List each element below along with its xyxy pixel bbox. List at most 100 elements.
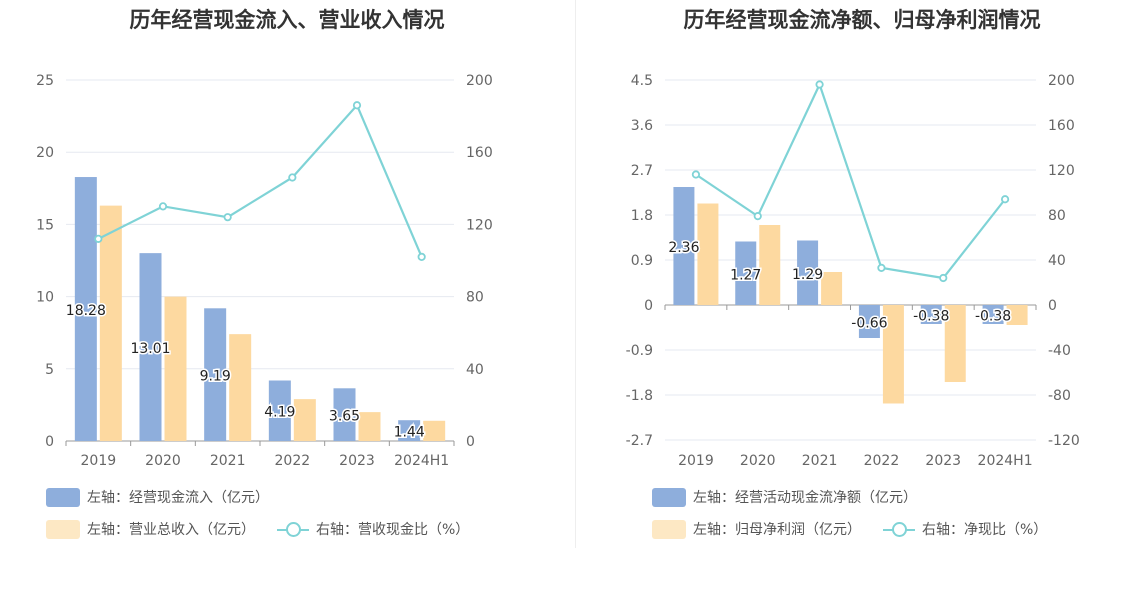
bar-orange	[164, 296, 187, 441]
right-axis-tick-label: 200	[466, 73, 493, 89]
right-axis-tick-label: 160	[1048, 118, 1075, 134]
legend-item-series-2[interactable]: 右轴：营收现金比（%）	[277, 519, 469, 539]
chart-title: 历年经营现金流净额、归母净利润情况	[683, 8, 1041, 32]
left-axis-tick-label: 2.7	[631, 163, 653, 179]
bar-orange	[821, 272, 843, 305]
ratio-line-point	[939, 273, 948, 283]
bar-data-label: -0.38	[913, 309, 949, 325]
legend-label: 左轴：经营现金流入（亿元）	[87, 490, 269, 506]
ratio-line	[97, 103, 423, 258]
left-axis-tick-label: 20	[36, 145, 54, 161]
right-axis-tick-label: -80	[1048, 388, 1071, 404]
chart-panel-cashflow-revenue: 历年经营现金流入、营业收入情况 25 200 20 160 15 120 10 80 5 40 0 0…	[0, 0, 574, 560]
ratio-line-point	[158, 202, 168, 211]
bar-blue	[797, 240, 819, 305]
bar-data-label: 4.19	[264, 405, 295, 421]
legend-swatch-orange	[46, 519, 80, 539]
bar-blue	[268, 380, 291, 441]
left-axis-tick-label: 0.9	[631, 253, 653, 269]
chart-title: 历年经营现金流入、营业收入情况	[129, 8, 445, 32]
chart-plot-area: 25 200 20 160 15 120 10 80 5 40 0 0 2019 2020 2021 2022…	[36, 73, 493, 469]
x-axis-tick-label: 2019	[81, 453, 117, 469]
ratio-line-point	[691, 170, 701, 179]
chart-panel-netcash-profit: 历年经营现金流净额、归母净利润情况 4.5 200 3.6 160 2.7 120 1.8 8…	[576, 0, 1148, 560]
legend-row-2: 左轴：营业总收入（亿元） 右轴：营收现金比（%）	[46, 519, 469, 539]
legend-label: 左轴：经营活动现金流净额（亿元）	[693, 490, 917, 506]
left-axis-tick-label: -1.8	[626, 388, 653, 404]
legend-label: 右轴：营收现金比（%）	[316, 522, 470, 538]
left-axis-tick-label: 3.6	[631, 118, 653, 134]
bar-blue	[858, 305, 880, 338]
bar-orange	[1006, 305, 1028, 325]
bar-blue	[74, 177, 97, 441]
x-axis-tick-label: 2019	[678, 453, 714, 469]
right-axis-tick-label: 120	[466, 217, 493, 233]
x-axis-tick-label: 2024H1	[394, 453, 449, 469]
x-axis-tick-label: 2024H1	[978, 453, 1033, 469]
ratio-line-point	[352, 101, 362, 110]
bar-blue	[204, 308, 227, 441]
bar-data-label: 1.29	[792, 267, 823, 283]
ratio-line-point	[815, 80, 824, 89]
legend-item-series-1[interactable]: 左轴：营业总收入（亿元）	[46, 519, 255, 539]
bar-data-label: 2.36	[668, 240, 699, 256]
bar-blue	[982, 305, 1004, 324]
bar-orange	[882, 305, 904, 404]
right-axis-tick-label: -120	[1048, 433, 1080, 449]
left-axis-tick-label: 0	[45, 434, 54, 450]
bar-data-label: 1.44	[394, 425, 425, 441]
legend-label: 左轴：归母净利润（亿元）	[693, 522, 861, 538]
legend-line-marker-icon	[277, 520, 309, 539]
right-axis-tick-label: 160	[466, 145, 493, 161]
bar-orange	[697, 203, 719, 305]
bar-data-label: 1.27	[730, 267, 761, 283]
right-axis-tick-label: 40	[1048, 253, 1066, 269]
bar-data-label: -0.38	[975, 309, 1011, 325]
bar-data-label: 9.19	[200, 369, 231, 385]
ratio-line	[695, 81, 1006, 280]
legend-label: 右轴：净现比（%）	[922, 522, 1048, 538]
ratio-line-point	[288, 173, 297, 182]
bar-orange	[229, 334, 252, 441]
left-axis-tick-label: 5	[45, 362, 54, 378]
bar-blue	[398, 420, 421, 441]
left-axis-tick-label: 10	[36, 290, 54, 306]
legend-item-series-0[interactable]: 左轴：经营现金流入（亿元）	[46, 487, 269, 507]
legend-line-marker-icon	[883, 520, 915, 539]
bar-orange	[759, 225, 781, 305]
bar-orange	[423, 420, 446, 441]
right-axis-tick-label: 120	[1048, 163, 1075, 179]
legend-label: 左轴：营业总收入（亿元）	[87, 522, 255, 538]
chart-plot-area: 4.5 200 3.6 160 2.7 120 1.8 80 0.9 40 0 0 -0.9 -40 -1.…	[626, 73, 1080, 469]
legend-item-series-2[interactable]: 右轴：净现比（%）	[883, 519, 1047, 539]
bar-orange	[944, 305, 966, 382]
legend-swatch-blue	[46, 487, 80, 507]
left-axis-tick-label: -0.9	[626, 343, 653, 359]
right-axis-tick-label: -40	[1048, 343, 1071, 359]
legend-item-series-0[interactable]: 左轴：经营活动现金流净额（亿元）	[652, 487, 917, 507]
bar-data-label: 18.28	[66, 303, 106, 319]
x-axis-tick-label: 2023	[339, 453, 375, 469]
bar-blue	[735, 241, 757, 305]
right-axis-tick-label: 200	[1048, 73, 1075, 89]
left-axis-tick-label: 15	[36, 217, 54, 233]
left-axis-tick-label: 1.8	[631, 208, 653, 224]
right-axis-tick-label: 80	[466, 290, 484, 306]
right-axis-tick-label: 80	[1048, 208, 1066, 224]
left-axis-tick-label: 0	[644, 298, 653, 314]
bar-data-label: 13.01	[130, 341, 170, 357]
ratio-line-point	[1000, 195, 1010, 204]
bar-blue	[673, 187, 695, 305]
right-axis-tick-label: 40	[466, 362, 484, 378]
x-axis-tick-label: 2023	[925, 453, 961, 469]
left-axis-tick-label: 25	[36, 73, 54, 89]
x-axis-tick-label: 2022	[864, 453, 900, 469]
bar-data-label: 3.65	[329, 409, 360, 425]
bar-blue	[333, 388, 356, 441]
ratio-line-point	[94, 234, 103, 243]
bar-orange	[99, 205, 122, 441]
ratio-line-point	[753, 212, 762, 221]
bar-blue	[139, 253, 162, 441]
legend-item-series-1[interactable]: 左轴：归母净利润（亿元）	[652, 519, 861, 539]
legend-swatch-orange	[652, 519, 686, 539]
